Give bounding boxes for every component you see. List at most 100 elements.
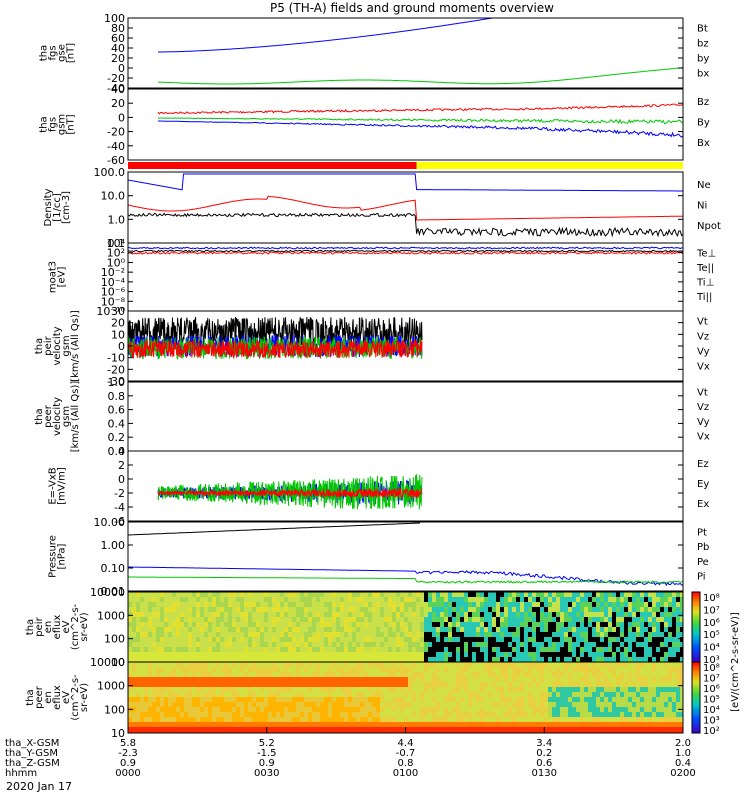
legend-Vz: Vz [697, 402, 709, 413]
heat-cell [572, 597, 576, 602]
heat-cell [464, 622, 468, 627]
heat-cell [656, 627, 660, 632]
heat-cell [456, 712, 460, 717]
heat-cell [316, 712, 320, 717]
heat-cell [196, 662, 200, 667]
heat-cell [396, 727, 400, 732]
heat-cell [352, 727, 356, 732]
heat-cell [612, 642, 616, 647]
heat-cell [292, 617, 296, 622]
heat-cell [180, 627, 184, 632]
heat-cell [328, 667, 332, 672]
heat-cell [364, 672, 368, 677]
heat-cell [568, 722, 572, 727]
heat-cell [404, 627, 408, 632]
heat-cell [560, 697, 564, 702]
heat-cell [148, 682, 152, 687]
heat-cell [644, 707, 648, 712]
heat-cell [552, 662, 556, 667]
heat-cell [540, 627, 544, 632]
heat-cell [628, 642, 632, 647]
heat-cell [448, 632, 452, 637]
heat-cell [184, 677, 188, 682]
heat-cell [544, 627, 548, 632]
heat-cell [580, 597, 584, 602]
heat-cell [284, 692, 288, 697]
heat-cell [592, 707, 596, 712]
heat-cell [504, 702, 508, 707]
heat-cell [428, 722, 432, 727]
heat-cell [564, 592, 568, 597]
heat-cell [144, 592, 148, 597]
heat-cell [400, 662, 404, 667]
heat-cell [576, 717, 580, 722]
heat-cell [636, 692, 640, 697]
heat-cell [224, 632, 228, 637]
heat-cell [152, 687, 156, 692]
heat-cell [448, 697, 452, 702]
heat-cell [560, 607, 564, 612]
heat-cell [492, 727, 496, 732]
heat-cell [168, 702, 172, 707]
heat-cell [656, 672, 660, 677]
heat-cell [372, 722, 376, 727]
heat-cell [152, 727, 156, 732]
heat-cell [436, 692, 440, 697]
heat-cell [680, 592, 683, 597]
heat-cell [188, 652, 192, 657]
heat-cell [248, 642, 252, 647]
heat-cell [148, 607, 152, 612]
heat-cell [596, 707, 600, 712]
y-tick-label: 10 [111, 656, 125, 669]
heat-cell [556, 637, 560, 642]
heat-cell [456, 667, 460, 672]
heat-cell [160, 592, 164, 597]
heat-cell [280, 612, 284, 617]
heat-cell [228, 617, 232, 622]
heat-cell [412, 632, 416, 637]
heat-cell [604, 682, 608, 687]
y-axis-label: [km/s (All Qs)] [70, 381, 81, 453]
heat-cell [340, 712, 344, 717]
heat-cell [184, 627, 188, 632]
heat-cell [468, 692, 472, 697]
heat-cell [264, 697, 268, 702]
heat-cell [668, 667, 672, 672]
heat-cell [348, 612, 352, 617]
heat-cell [568, 652, 572, 657]
heat-cell [140, 637, 144, 642]
heat-cell [240, 697, 244, 702]
heat-cell [416, 637, 420, 642]
heat-cell [476, 637, 480, 642]
heat-cell [300, 637, 304, 642]
heat-cell [364, 647, 368, 652]
heat-cell [236, 652, 240, 657]
heat-cell [620, 597, 624, 602]
heat-cell [232, 607, 236, 612]
heat-cell [332, 627, 336, 632]
heat-cell [292, 597, 296, 602]
heat-cell [468, 682, 472, 687]
heat-cell [288, 642, 292, 647]
heat-cell [564, 712, 568, 717]
heat-cell [216, 662, 220, 667]
x-tick-label: 3.4 [536, 738, 552, 749]
heat-cell [152, 612, 156, 617]
heat-cell [304, 707, 308, 712]
heat-cell [544, 597, 548, 602]
heat-cell [520, 622, 524, 627]
heat-cell [444, 712, 448, 717]
heat-cell [256, 672, 260, 677]
heat-cell [164, 702, 168, 707]
heat-cell [132, 662, 136, 667]
heat-cell [156, 687, 160, 692]
heat-cell [356, 602, 360, 607]
heat-cell [296, 692, 300, 697]
heat-cell [176, 637, 180, 642]
heat-cell [580, 627, 584, 632]
heat-cell [420, 667, 424, 672]
heat-cell [264, 602, 268, 607]
heat-cell [380, 652, 384, 657]
heat-cell [364, 692, 368, 697]
y-axis-label: moat3 [48, 261, 59, 293]
